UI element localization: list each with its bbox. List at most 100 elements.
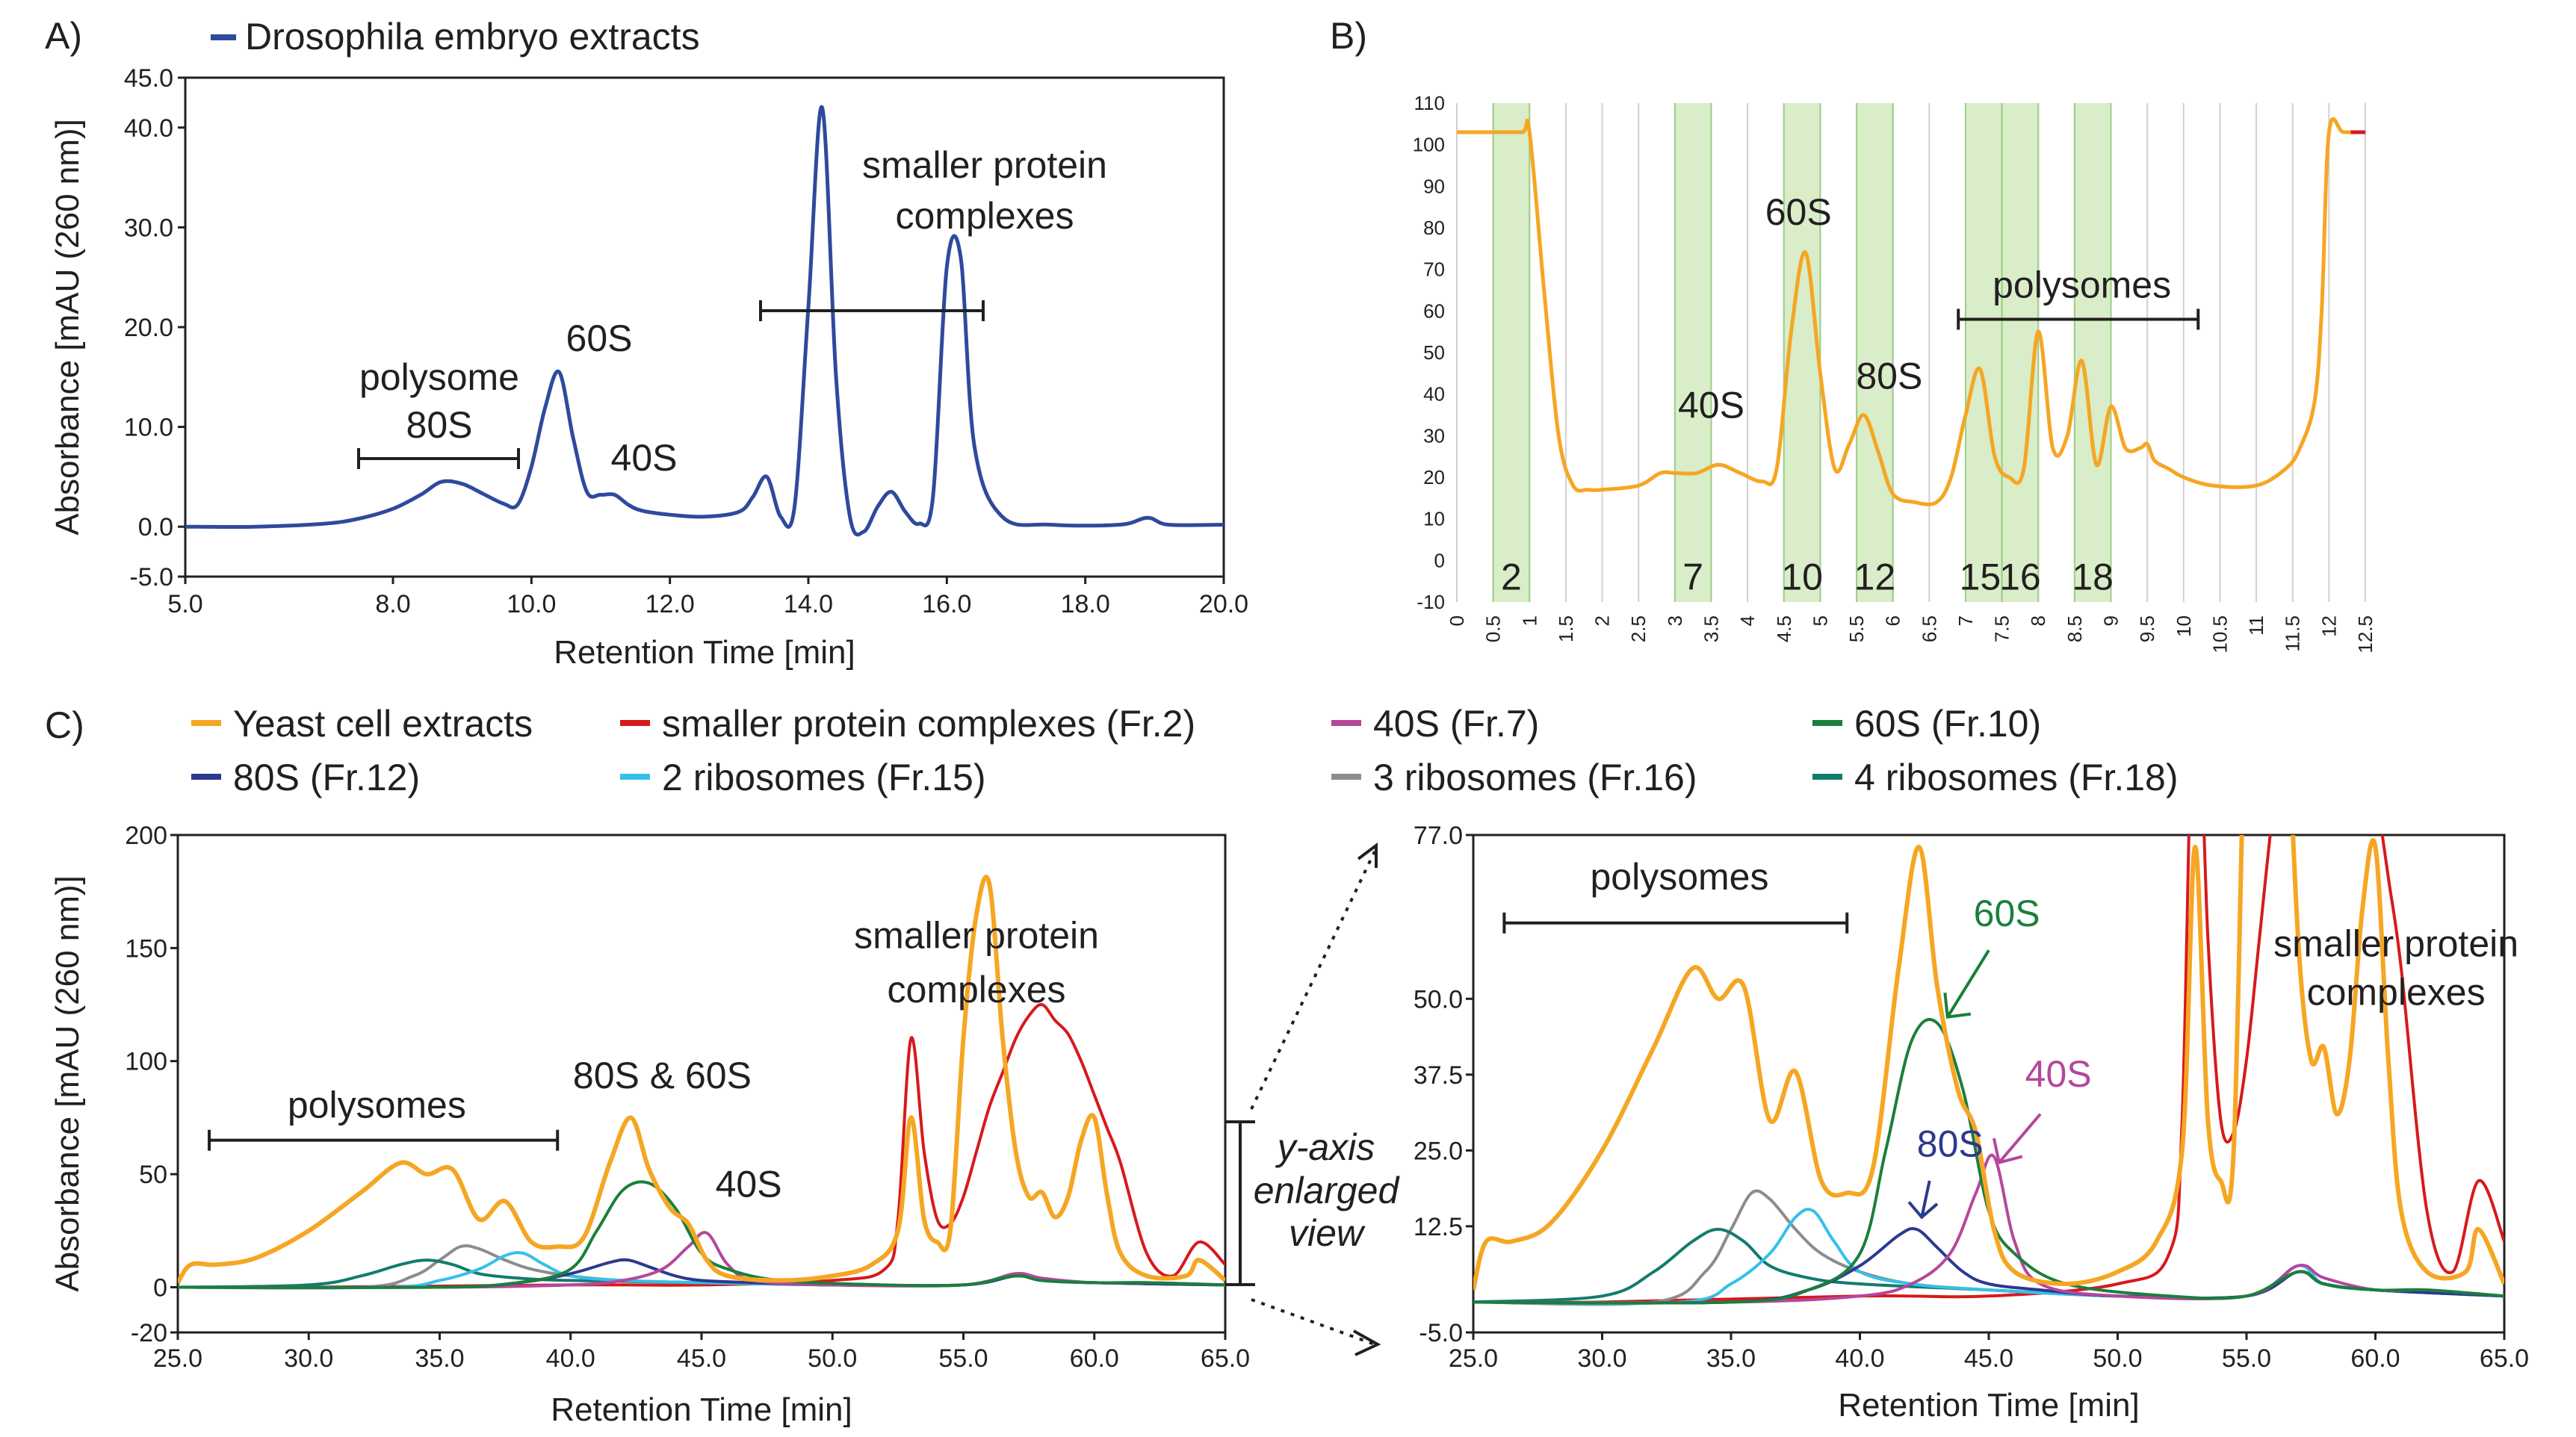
panel-b-y-tick-label: 10 <box>1423 508 1445 530</box>
panel-b-y-tick-label: 20 <box>1423 466 1445 488</box>
panel-a-y-tick-label: 30.0 <box>124 214 173 242</box>
panel-b-x-tick-label: 6 <box>1882 615 1904 626</box>
panel-a-x-tick-label: 20.0 <box>1199 590 1248 618</box>
panel-b-y-tick-label: -10 <box>1417 591 1445 613</box>
panel-c-y-tick-label: 0 <box>153 1273 167 1302</box>
panel-c-x-tick-label: 50.0 <box>808 1344 857 1373</box>
inset-note-line-1: y-axis <box>1275 1126 1375 1168</box>
panel-label-b: B) <box>1330 15 1367 57</box>
panel-b-x-tick-label: 12.5 <box>2354 615 2377 654</box>
panel-a-annot-smaller-2: complexes <box>896 195 1074 237</box>
panel-c-enlarged-x-tick-label: 60.0 <box>2350 1344 2400 1373</box>
legend-c-label-s80: 80S (Fr.12) <box>233 757 420 798</box>
panel-a-chart: 5.0 8.0 10.0 12.0 14.0 16.0 18.0 20.0 -5.0 0.0 10.… <box>49 64 1248 671</box>
panel-a-series-line <box>185 105 1224 537</box>
panel-c-y-tick-label: 200 <box>125 822 167 850</box>
panel-c-annot-smaller-2: complexes <box>888 969 1066 1011</box>
panel-c-enlarged-series-s80 <box>1473 1226 2504 1305</box>
panel-a-y-tick-label: 20.0 <box>124 314 173 342</box>
panel-label-c: C) <box>45 704 84 746</box>
panel-a-annot-40s: 40S <box>611 437 678 479</box>
panel-b-y-tick-label: 0 <box>1434 549 1445 571</box>
panel-c-y-tick-label: 50 <box>139 1161 167 1189</box>
panel-b-fraction-shade <box>1857 103 1893 602</box>
panel-a-y-tick-label: 10.0 <box>124 414 173 442</box>
panel-b-x-tick-label: 6.5 <box>1918 615 1940 642</box>
panel-b-x-tick-label: 2.5 <box>1627 615 1650 642</box>
panel-c-x-axis-title: Retention Time [min] <box>551 1391 852 1428</box>
panel-b-fraction-label: 18 <box>2072 556 2114 598</box>
panel-b-x-tick-label: 5.5 <box>1845 615 1868 642</box>
panel-b-x-tick-label: 1.5 <box>1555 615 1577 642</box>
panel-b-fraction-label: 16 <box>1999 556 2041 598</box>
panel-c-series-yeast <box>178 875 1225 1285</box>
panel-c-annot-80s-60s: 80S & 60S <box>573 1055 752 1096</box>
panel-b-annot-40s: 40S <box>1678 384 1744 426</box>
legend-c-label-r4: 4 ribosomes (Fr.18) <box>1854 757 2178 798</box>
panel-a-annot-polysome: polysome <box>359 356 519 398</box>
panel-c-x-tick-label: 25.0 <box>153 1344 202 1373</box>
panel-b-x-tick-label: 9 <box>2100 615 2123 626</box>
panel-a-x-tick-label: 10.0 <box>507 590 556 618</box>
panel-b-fraction-label: 12 <box>1854 556 1896 598</box>
panel-b-x-tick-label: 12 <box>2318 615 2340 637</box>
panel-c-x-tick-label: 60.0 <box>1070 1344 1119 1373</box>
panel-c-y-tick-label: 150 <box>125 934 167 963</box>
panel-b-x-tick-label: 4.5 <box>1773 615 1795 642</box>
legend-a: Drosophila embryo extracts <box>211 16 700 58</box>
panel-b-fraction-label: 2 <box>1501 556 1522 598</box>
panel-a-y-tick-label: -5.0 <box>129 563 173 592</box>
panel-b-y-tick-label: 90 <box>1423 175 1445 197</box>
panel-a-x-tick-label: 12.0 <box>645 590 695 618</box>
panel-b-fraction-shade <box>1674 103 1712 602</box>
panel-c-enlarged-x-tick-label: 50.0 <box>2093 1344 2142 1373</box>
panel-c-series-smaller <box>178 1002 1225 1289</box>
panel-a-x-tick-label: 5.0 <box>167 590 202 618</box>
panel-b-fraction-shade <box>2074 103 2111 602</box>
panel-c-enlarged-x-tick-label: 30.0 <box>1577 1344 1626 1373</box>
legend-c-label-yeast: Yeast cell extracts <box>233 703 533 745</box>
panel-c-y-tick-label: -20 <box>131 1319 167 1347</box>
panel-b-y-tick-label: 40 <box>1423 383 1445 406</box>
panel-c-enlarged-arrowhead-40s <box>1992 1138 2023 1165</box>
panel-b-x-tick-label: 9.5 <box>2136 615 2158 642</box>
panel-c-enlarged-series-s60 <box>1473 1018 2504 1305</box>
panel-c-enlarged-x-tick-label: 25.0 <box>1449 1344 1498 1373</box>
panel-c-x-tick-label: 55.0 <box>938 1344 988 1373</box>
panel-b-y-tick-label: 80 <box>1423 217 1445 239</box>
panel-c-enlarged-x-tick-label: 65.0 <box>2480 1344 2529 1373</box>
panel-b-fraction-label: 15 <box>1960 556 2001 598</box>
panel-a-y-axis-title: Absorbance [mAU (260 nm)] <box>49 119 86 536</box>
legend-a-label: Drosophila embryo extracts <box>245 16 700 58</box>
panel-c-annot-smaller-1: smaller protein <box>854 914 1099 956</box>
panel-c-enlarged-y-tick-label: 77.0 <box>1414 822 1463 850</box>
panel-b-annot-80s: 80S <box>1856 356 1922 397</box>
panel-b-y-tick-label: 110 <box>1414 92 1445 114</box>
panel-a-annot-smaller-1: smaller protein <box>862 144 1107 186</box>
panel-c-enlarged-arrow-80s <box>1920 1180 1931 1218</box>
panel-c-enlarged-arrowhead-60s <box>1943 992 1972 1019</box>
panel-c-enlarged-x-tick-label: 55.0 <box>2222 1344 2271 1373</box>
panel-c-enlarged-annot-60s: 60S <box>1974 893 2040 934</box>
panel-c-enlarged-arrowhead-80s <box>1907 1201 1939 1220</box>
panel-c-annot-polysomes: polysomes <box>288 1084 466 1126</box>
panel-c-enlarged-y-tick-label: 50.0 <box>1414 985 1463 1014</box>
panel-c-enlarged-y-tick-label: 37.5 <box>1414 1061 1463 1090</box>
panel-a-x-tick-label: 8.0 <box>375 590 410 618</box>
panel-b-x-tick-label: 1 <box>1518 615 1541 626</box>
panel-c-enlarged-annot-smaller-2: complexes <box>2307 971 2486 1013</box>
panel-a-x-axis-title: Retention Time [min] <box>554 634 855 671</box>
panel-b-fraction-label: 10 <box>1781 556 1823 598</box>
inset-note-line-3: view <box>1289 1212 1366 1254</box>
panel-b-x-tick-label: 7 <box>1954 615 1977 626</box>
panel-c-enlarged-series-yeast <box>1473 835 2504 1291</box>
panel-c-enlarged-annot-80s: 80S <box>1917 1123 1984 1164</box>
panel-c-enlarged-annot-smaller-1: smaller protein <box>2273 922 2518 964</box>
panel-a-y-tick-label: 0.0 <box>138 513 173 541</box>
panel-b-y-tick-label: 70 <box>1423 258 1445 281</box>
panel-b-fraction-shade <box>1493 103 1530 602</box>
panel-c-enlarged-series-smaller <box>1473 835 2504 1304</box>
panel-b-x-tick-label: 5 <box>1809 615 1831 626</box>
